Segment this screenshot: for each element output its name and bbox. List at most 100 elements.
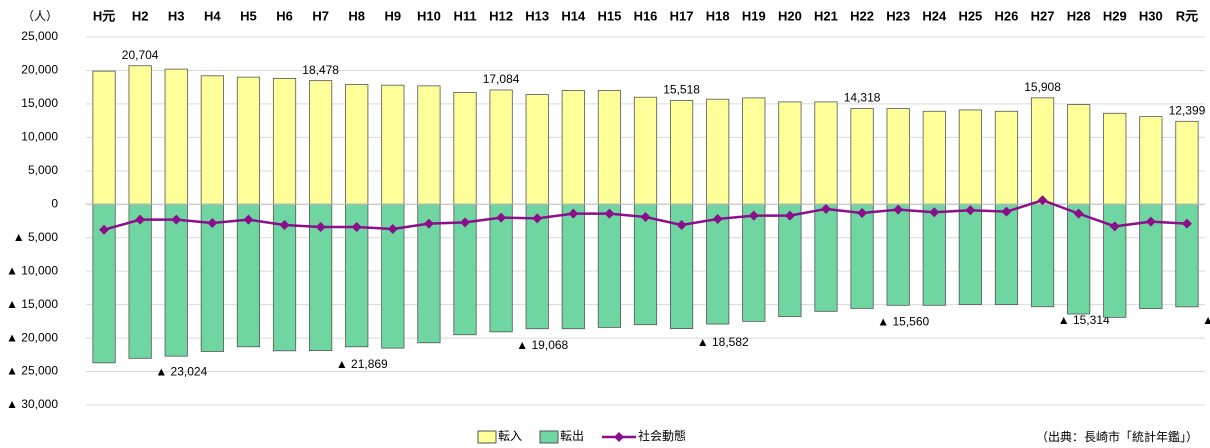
unit-label: （人） — [22, 9, 58, 23]
bar — [561, 90, 585, 205]
line-marker — [496, 212, 507, 223]
line-marker — [460, 217, 471, 228]
x-tick-label: H29 — [1103, 8, 1127, 23]
line-marker — [532, 213, 543, 224]
bar — [886, 108, 910, 205]
bar — [525, 94, 549, 205]
line-marker — [1109, 221, 1120, 232]
bar — [922, 203, 946, 306]
bar — [1067, 104, 1091, 205]
line-marker — [640, 211, 651, 222]
bar — [1139, 116, 1163, 205]
line-marker — [423, 218, 434, 229]
line-marker — [568, 208, 579, 219]
bar — [742, 203, 766, 322]
data-label: ▲ 15,560 — [877, 315, 929, 329]
bar — [489, 203, 513, 333]
x-tick-label: H25 — [958, 8, 982, 23]
x-tick-label: H14 — [561, 8, 586, 23]
data-label: 20,704 — [122, 48, 159, 62]
line-marker — [99, 224, 110, 235]
bar — [597, 203, 621, 328]
bar — [272, 78, 297, 205]
x-tick-label: H27 — [1031, 8, 1055, 23]
x-tick-label: H23 — [886, 8, 910, 23]
x-tick-label: H9 — [385, 8, 402, 23]
bar — [489, 89, 513, 205]
bar — [164, 68, 188, 205]
y-tick-label: 20,000 — [21, 63, 58, 77]
line-marker — [1073, 208, 1084, 219]
line-marker — [1181, 218, 1192, 229]
line-marker — [1145, 216, 1156, 227]
bar — [814, 101, 838, 205]
line-marker — [1001, 206, 1012, 217]
x-tick-label: H元 — [93, 8, 115, 23]
data-label: ▲ 15,332 — [1202, 313, 1210, 327]
line-marker — [387, 224, 398, 235]
line-marker — [820, 203, 831, 214]
bar — [561, 203, 585, 330]
line-marker — [351, 222, 362, 233]
x-tick-label: H24 — [922, 8, 947, 23]
line-marker — [784, 210, 795, 221]
x-tick-label: H20 — [778, 8, 802, 23]
y-tick-label: ▲ 25,000 — [6, 364, 58, 378]
bar — [1175, 120, 1199, 205]
line-marker — [171, 214, 182, 225]
legend-swatch — [477, 430, 497, 444]
bar — [850, 108, 874, 205]
x-tick-label: H18 — [706, 8, 730, 23]
data-label: ▲ 19,068 — [516, 338, 568, 352]
legend-marker — [614, 432, 624, 442]
bar — [453, 92, 477, 205]
data-label: 17,084 — [483, 72, 520, 86]
bar — [994, 203, 1019, 306]
x-tick-label: R元 — [1176, 8, 1198, 23]
bar — [814, 203, 838, 312]
bar — [1030, 97, 1055, 205]
x-tick-label: H19 — [742, 8, 766, 23]
data-label: ▲ 18,582 — [697, 335, 749, 349]
bar — [345, 84, 369, 205]
bar — [92, 70, 116, 205]
y-tick-label: ▲ 10,000 — [6, 263, 58, 277]
bar — [128, 65, 152, 205]
data-label: ▲ 23,024 — [155, 364, 207, 378]
line-marker — [315, 222, 326, 233]
bar — [850, 203, 874, 309]
data-label: 15,518 — [663, 83, 700, 97]
data-label: 18,478 — [302, 63, 339, 77]
line-marker — [712, 213, 723, 224]
line-marker — [965, 205, 976, 216]
bar — [633, 96, 658, 205]
bar — [670, 100, 694, 205]
line-marker — [748, 210, 759, 221]
bar — [922, 110, 946, 205]
x-tick-label: H22 — [850, 8, 874, 23]
y-tick-label: ▲ 20,000 — [6, 330, 58, 344]
line-marker — [207, 218, 218, 229]
bar — [994, 110, 1019, 205]
x-tick-label: H8 — [348, 8, 365, 23]
x-tick-label: H10 — [417, 8, 441, 23]
line-marker — [893, 204, 904, 215]
data-label: 12,399 — [1169, 103, 1206, 117]
bar — [128, 203, 152, 359]
line-marker — [929, 207, 940, 218]
bar — [778, 101, 802, 205]
x-tick-label: H13 — [525, 8, 549, 23]
bar — [236, 76, 261, 205]
line-marker — [604, 208, 615, 219]
x-tick-label: H21 — [814, 8, 838, 23]
y-tick-label: 10,000 — [21, 130, 58, 144]
bar — [1103, 112, 1127, 205]
x-tick-label: H12 — [489, 8, 513, 23]
line-marker — [135, 214, 146, 225]
x-tick-label: H5 — [240, 8, 257, 23]
bar — [633, 203, 658, 326]
y-tick-label: 5,000 — [28, 163, 58, 177]
x-tick-label: H6 — [276, 8, 293, 23]
x-tick-label: H15 — [597, 8, 621, 23]
